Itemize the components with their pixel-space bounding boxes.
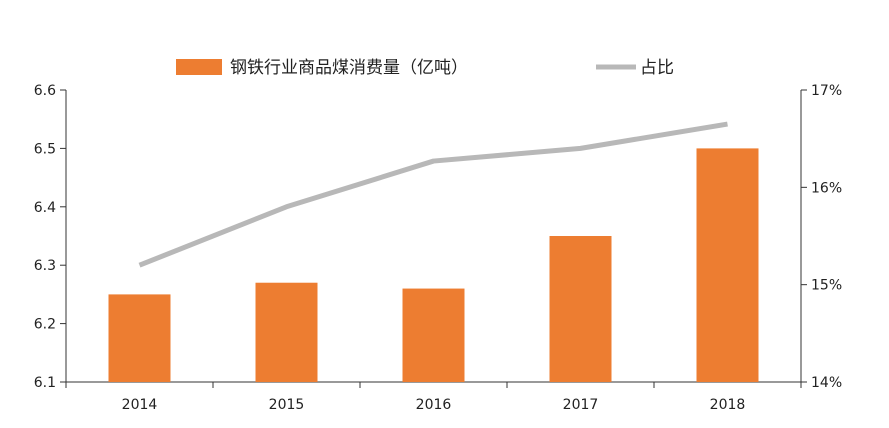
x-axis-ticks: 2014 2015 2016 2017 2018	[66, 382, 801, 413]
left-tick-label: 6.3	[34, 258, 56, 274]
bar-2015	[256, 283, 318, 382]
bar-2014	[109, 294, 171, 382]
legend-bar-label: 钢铁行业商品煤消费量（亿吨）	[230, 58, 468, 78]
right-tick-label: 15%	[811, 278, 842, 294]
legend-line-label: 占比	[640, 58, 674, 78]
left-tick-label: 6.6	[34, 83, 56, 99]
left-tick-label: 6.1	[34, 375, 56, 391]
x-tick-label: 2016	[416, 397, 452, 413]
line-series	[139, 124, 727, 265]
left-tick-label: 6.5	[34, 141, 56, 157]
x-tick-label: 2014	[122, 397, 158, 413]
share-line	[140, 124, 728, 265]
bar-2017	[550, 236, 612, 382]
right-tick-label: 17%	[811, 83, 842, 99]
left-tick-label: 6.2	[34, 317, 56, 333]
x-tick-label: 2018	[710, 397, 746, 413]
x-tick-label: 2015	[269, 397, 305, 413]
bar-2018	[697, 148, 759, 382]
x-tick-label: 2017	[563, 397, 599, 413]
legend: 钢铁行业商品煤消费量（亿吨） 占比	[176, 58, 674, 78]
right-tick-label: 14%	[811, 375, 842, 391]
right-tick-label: 16%	[811, 180, 842, 196]
legend-bar-swatch	[176, 59, 222, 75]
left-axis-ticks: 6.1 6.2 6.3 6.4 6.5 6.6	[34, 83, 66, 391]
bar-2016	[403, 289, 465, 382]
left-tick-label: 6.4	[34, 200, 56, 216]
right-axis-ticks: 14% 15% 16% 17%	[801, 83, 842, 391]
bar-series	[109, 148, 759, 382]
